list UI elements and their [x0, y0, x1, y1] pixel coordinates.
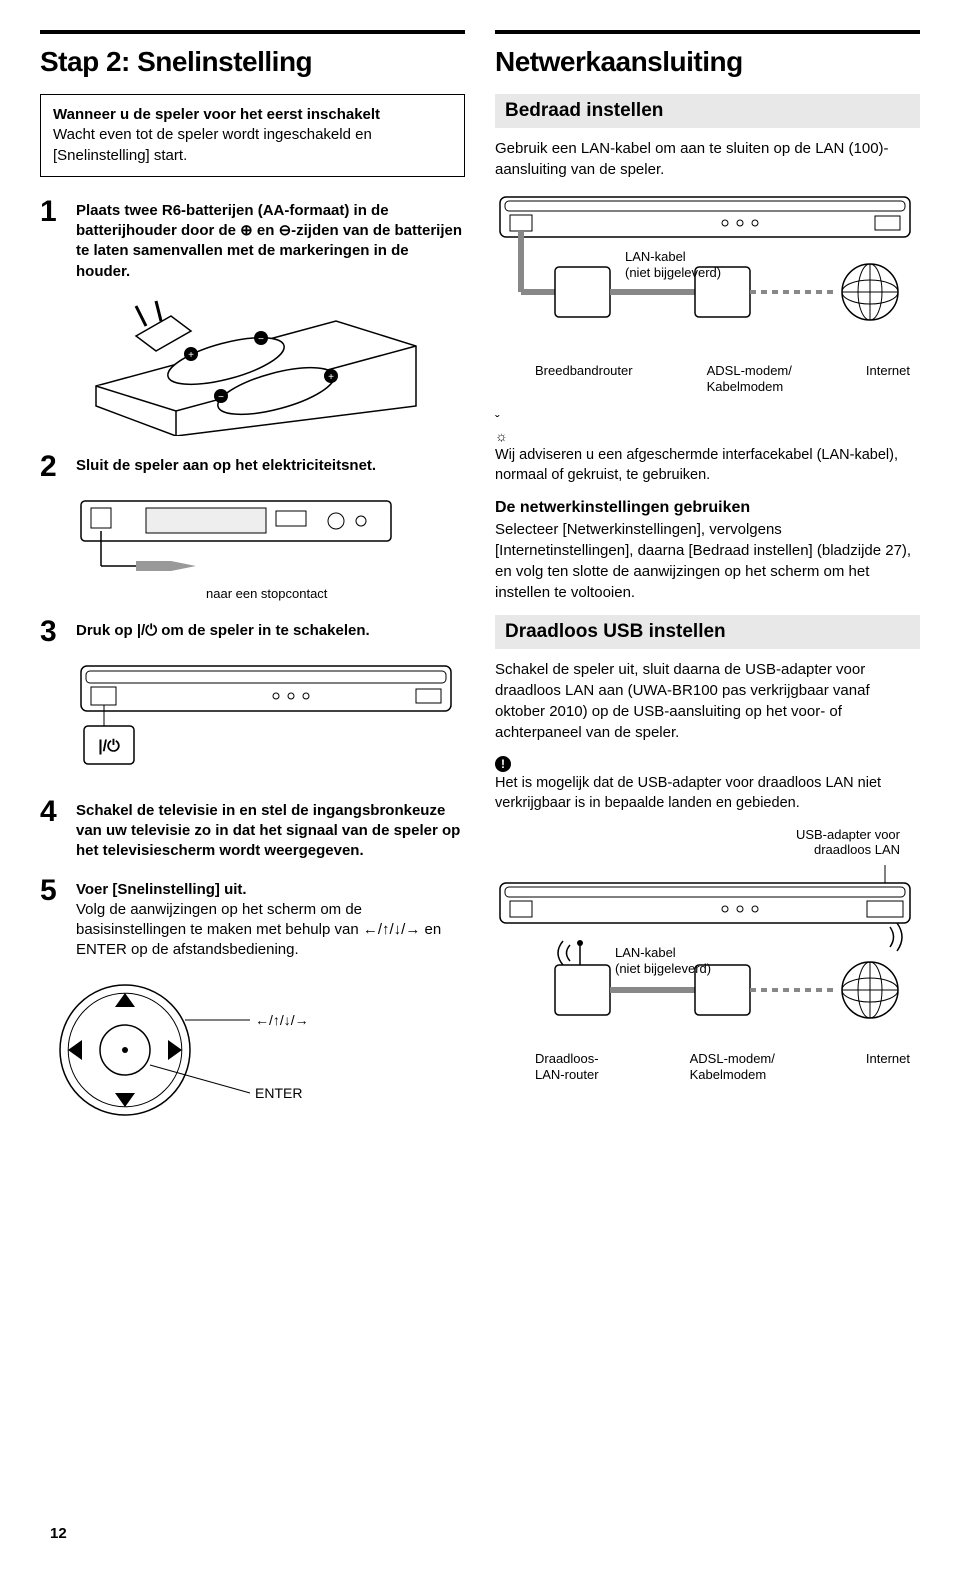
step-1: 1 Plaats twee R6-batterijen (AA-formaat)…	[40, 197, 465, 282]
svg-text:|/⏻: |/⏻	[98, 738, 120, 755]
player-front-illustration: |/⏻	[76, 661, 465, 781]
wired-l3: Internet	[866, 363, 910, 394]
wireless-heading: Draadloos USB instellen	[495, 615, 920, 649]
tip1: Wij adviseren u een afgeschermde interfa…	[495, 446, 920, 485]
wired-diagram: LAN-kabel (niet bijgeleverd) Breedbandro…	[495, 192, 920, 394]
wireless-lan-label: LAN-kabel (niet bijgeleverd)	[615, 945, 711, 976]
step-5-head: Voer [Snelinstelling] uit.	[76, 880, 465, 900]
remote-arrows-label: ←/↑/↓/→	[255, 1012, 309, 1028]
step-3: 3 Druk op |/⏻ om de speler in te schakel…	[40, 617, 465, 647]
step-4-num: 4	[40, 797, 66, 862]
usb-adapter-label: USB-adapter voor draadloos LAN	[495, 827, 920, 857]
power-caption: naar een stopcontact	[206, 586, 465, 601]
battery-illustration: + − − +	[76, 296, 465, 436]
step-4: 4 Schakel de televisie in en stel de ing…	[40, 797, 465, 862]
step-5: 5 Voer [Snelinstelling] uit. Volg de aan…	[40, 876, 465, 961]
intro-line2: Wacht even tot de speler wordt ingeschak…	[53, 125, 452, 166]
step-5-txt: Volg de aanwijzingen op het scherm om de…	[76, 900, 465, 961]
rule	[495, 30, 920, 34]
wireless-l2: ADSL-modem/ Kabelmodem	[690, 1051, 775, 1082]
power-illustration: naar een stopcontact	[76, 496, 465, 601]
step-5-num: 5	[40, 876, 66, 961]
network-use-txt: Selecteer [Netwerkinstellingen], vervolg…	[495, 519, 920, 603]
svg-text:−: −	[258, 334, 264, 345]
step-2: 2 Sluit de speler aan op het elektricite…	[40, 452, 465, 482]
svg-text:+: +	[328, 372, 334, 383]
wired-heading: Bedraad instellen	[495, 94, 920, 128]
wireless-l1: Draadloos- LAN-router	[535, 1051, 599, 1082]
caution-icon: !	[495, 756, 511, 772]
intro-line1: Wanneer u de speler voor het eerst insch…	[53, 105, 452, 125]
caution-txt: Het is mogelijk dat de USB-adapter voor …	[495, 774, 920, 813]
step-2-head: Sluit de speler aan op het elektriciteit…	[76, 456, 465, 476]
wired-lan-label: LAN-kabel (niet bijgeleverd)	[625, 249, 721, 280]
step-2-num: 2	[40, 452, 66, 482]
wired-para: Gebruik een LAN-kabel om aan te sluiten …	[495, 138, 920, 180]
title-left: Stap 2: Snelinstelling	[40, 46, 465, 78]
page-number: 12	[50, 1525, 67, 1542]
wireless-l3: Internet	[866, 1051, 910, 1082]
intro-box: Wanneer u de speler voor het eerst insch…	[40, 94, 465, 177]
step-1-head: Plaats twee R6-batterijen (AA-formaat) i…	[76, 201, 465, 282]
title-right: Netwerkaansluiting	[495, 46, 920, 78]
step-3-num: 3	[40, 617, 66, 647]
svg-text:+: +	[188, 350, 194, 361]
svg-text:−: −	[218, 392, 224, 403]
wireless-diagram: LAN-kabel (niet bijgeleverd) Draadloos- …	[495, 865, 920, 1082]
tip-icon: ˇ☼	[495, 412, 920, 444]
remote-enter-label: ENTER	[255, 1085, 302, 1101]
wired-l1: Breedbandrouter	[535, 363, 633, 394]
step-4-head: Schakel de televisie in en stel de ingan…	[76, 801, 465, 862]
step-3-head: Druk op |/⏻ om de speler in te schakelen…	[76, 621, 465, 641]
remote-dpad-illustration: ←/↑/↓/→ ENTER	[50, 975, 465, 1125]
wireless-para: Schakel de speler uit, sluit daarna de U…	[495, 659, 920, 743]
step-1-num: 1	[40, 197, 66, 282]
network-use-head: De netwerkinstellingen gebruiken	[495, 499, 920, 517]
wired-l2: ADSL-modem/ Kabelmodem	[707, 363, 792, 394]
rule	[40, 30, 465, 34]
